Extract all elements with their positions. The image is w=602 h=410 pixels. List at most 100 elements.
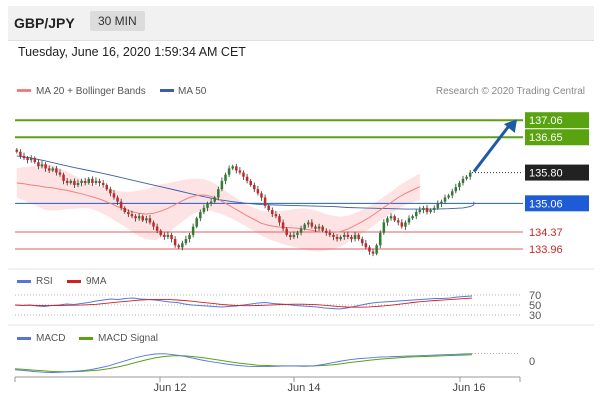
candle bbox=[375, 243, 378, 256]
candle-body bbox=[26, 158, 29, 161]
candle-body bbox=[51, 168, 55, 171]
candle bbox=[94, 177, 98, 186]
candle-body bbox=[378, 232, 382, 246]
level-tag-136.65 bbox=[525, 129, 589, 146]
candle bbox=[195, 216, 198, 229]
candle bbox=[224, 172, 227, 185]
candle bbox=[350, 234, 353, 243]
candle bbox=[123, 206, 127, 214]
level-tag-135.06 bbox=[525, 195, 589, 212]
candle bbox=[155, 223, 159, 234]
candle-body bbox=[386, 218, 389, 223]
candle bbox=[220, 177, 224, 192]
candle-body bbox=[119, 201, 123, 208]
candle bbox=[245, 173, 249, 184]
candle-body bbox=[94, 180, 98, 183]
candle-body bbox=[281, 222, 285, 229]
candle-body bbox=[468, 172, 472, 177]
ma20-legend-label: MA 20 + Bollinger Bands bbox=[36, 86, 146, 97]
candle bbox=[274, 210, 278, 219]
candle bbox=[461, 175, 465, 186]
candle-body bbox=[364, 243, 368, 248]
symbol-title: GBP/JPY bbox=[14, 15, 75, 31]
candle bbox=[152, 220, 155, 230]
candle-body bbox=[33, 158, 37, 163]
candle-body bbox=[112, 193, 116, 198]
candle bbox=[447, 193, 450, 200]
candle-body bbox=[91, 178, 94, 183]
candle bbox=[163, 232, 166, 240]
candle-body bbox=[360, 239, 364, 244]
rsi-line bbox=[14, 295, 473, 310]
candle-body bbox=[396, 220, 400, 223]
level-label-133.96: 133.96 bbox=[529, 244, 563, 256]
candle bbox=[299, 225, 303, 236]
candle bbox=[181, 240, 184, 251]
candle bbox=[249, 179, 252, 187]
level-label-136.65: 136.65 bbox=[529, 132, 563, 144]
candle bbox=[37, 159, 40, 170]
candle-body bbox=[177, 245, 180, 248]
candle bbox=[414, 209, 418, 220]
rsi-level-label-30: 30 bbox=[529, 310, 541, 322]
candle bbox=[235, 163, 238, 174]
candle bbox=[231, 164, 234, 171]
candle bbox=[80, 178, 83, 187]
candle bbox=[432, 205, 436, 213]
candle-body bbox=[22, 155, 26, 159]
candle bbox=[454, 183, 458, 194]
candle-body bbox=[321, 226, 324, 231]
macd-legend-swatch bbox=[17, 337, 31, 340]
candle bbox=[44, 162, 47, 172]
candle-body bbox=[58, 172, 62, 175]
candle-body bbox=[278, 216, 281, 223]
candle-body bbox=[209, 201, 213, 204]
candle bbox=[328, 229, 332, 237]
candle-body bbox=[429, 209, 432, 213]
candle-body bbox=[299, 228, 303, 233]
candle bbox=[360, 236, 364, 247]
candle bbox=[145, 215, 148, 224]
candle bbox=[206, 201, 209, 212]
candle bbox=[404, 220, 407, 230]
candle bbox=[382, 219, 386, 235]
candle-body bbox=[296, 232, 299, 235]
interval-button[interactable]: 30 MIN bbox=[90, 11, 145, 31]
candle-body bbox=[342, 234, 346, 237]
candle-body bbox=[368, 247, 371, 252]
candle bbox=[166, 231, 170, 240]
forecast-arrow-head bbox=[503, 119, 517, 133]
candle-body bbox=[188, 234, 191, 240]
candle-body bbox=[127, 212, 130, 215]
candle bbox=[40, 160, 44, 169]
candle bbox=[242, 170, 245, 181]
candle bbox=[76, 179, 80, 188]
candle-body bbox=[173, 239, 177, 246]
candle-body bbox=[123, 207, 127, 213]
candle bbox=[371, 248, 375, 257]
candle-body bbox=[191, 226, 195, 235]
candle-body bbox=[271, 209, 274, 215]
candle-body bbox=[152, 222, 155, 227]
chart-header: GBP/JPY 30 MIN bbox=[8, 6, 594, 41]
candle-body bbox=[44, 164, 47, 169]
candle-body bbox=[447, 195, 450, 198]
candle-body bbox=[249, 180, 252, 186]
candle-body bbox=[170, 234, 173, 240]
candle-body bbox=[432, 207, 436, 210]
candle bbox=[119, 198, 123, 211]
candle bbox=[468, 170, 472, 180]
current-price-tag bbox=[525, 164, 589, 181]
candle-body bbox=[274, 214, 278, 217]
candle-body bbox=[217, 189, 220, 198]
candle bbox=[296, 230, 299, 239]
candle bbox=[33, 156, 37, 164]
candle-body bbox=[65, 180, 69, 183]
candle-body bbox=[29, 158, 33, 161]
rsi-legend-swatch bbox=[17, 280, 31, 283]
candle-body bbox=[332, 234, 335, 237]
candle bbox=[429, 208, 432, 214]
candle-body bbox=[166, 234, 170, 237]
